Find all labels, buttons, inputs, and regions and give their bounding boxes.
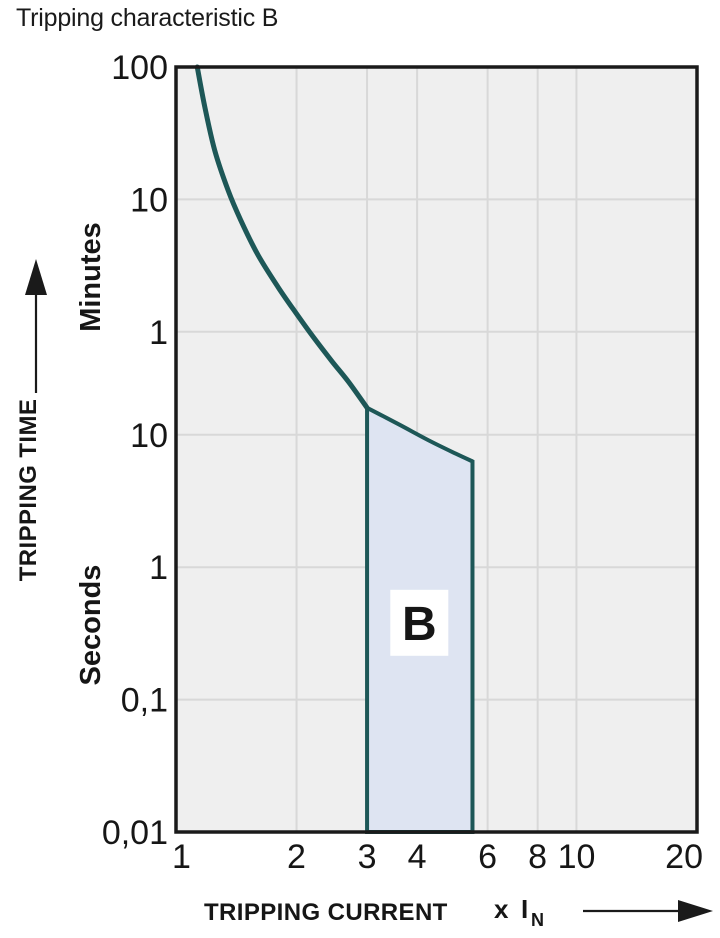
x-axis-multiplier: x bbox=[494, 894, 509, 924]
x-tick-label: 1 bbox=[172, 838, 191, 876]
y-tick-label: 100 bbox=[111, 49, 168, 87]
y-tick-label: 1 bbox=[149, 314, 168, 352]
plot-frame bbox=[174, 65, 699, 834]
band-label-group: B bbox=[390, 589, 449, 656]
x-tick-label: 20 bbox=[665, 838, 703, 876]
y-axis-unit-minutes: Minutes bbox=[75, 222, 107, 332]
thermal-tripping-curve bbox=[194, 64, 370, 411]
y-axis-unit-seconds: Seconds bbox=[75, 565, 107, 686]
y-tick-label: 0,1 bbox=[121, 682, 168, 720]
x-tick-label: 2 bbox=[287, 838, 306, 876]
y-tick-label: 10 bbox=[130, 181, 168, 219]
tripping-curves bbox=[194, 64, 370, 411]
x-tick-label: 4 bbox=[408, 838, 427, 876]
y-axis-title: TRIPPING TIME bbox=[15, 399, 42, 582]
x-tick-label: 6 bbox=[478, 838, 497, 876]
y-tick-label: 0,01 bbox=[102, 814, 168, 852]
x-axis-title-group: TRIPPING CURRENT x I N bbox=[204, 894, 713, 930]
y-tick-label: 10 bbox=[130, 417, 168, 455]
right-arrow-icon bbox=[678, 900, 713, 922]
x-axis-unit-subscript: N bbox=[531, 910, 544, 930]
band-label: B bbox=[402, 598, 437, 651]
y-tick-label: 1 bbox=[149, 549, 168, 587]
x-tick-label: 8 bbox=[528, 838, 547, 876]
x-axis-title: TRIPPING CURRENT bbox=[204, 899, 448, 926]
x-axis-unit-base: I bbox=[521, 894, 528, 924]
up-arrow-icon bbox=[25, 259, 47, 295]
y-axis-title-group: TRIPPING TIME bbox=[15, 259, 47, 581]
x-tick-label: 10 bbox=[558, 838, 596, 876]
band-label-backdrop bbox=[390, 589, 449, 656]
x-tick-label: 3 bbox=[358, 838, 377, 876]
y-axis-tick-labels: 0,01 0,1 1 10 1 10 100 bbox=[102, 49, 168, 852]
page-title: Tripping characteristic B bbox=[16, 4, 279, 32]
x-axis-tick-labels: 1 2 3 4 6 8 10 20 bbox=[172, 838, 703, 876]
